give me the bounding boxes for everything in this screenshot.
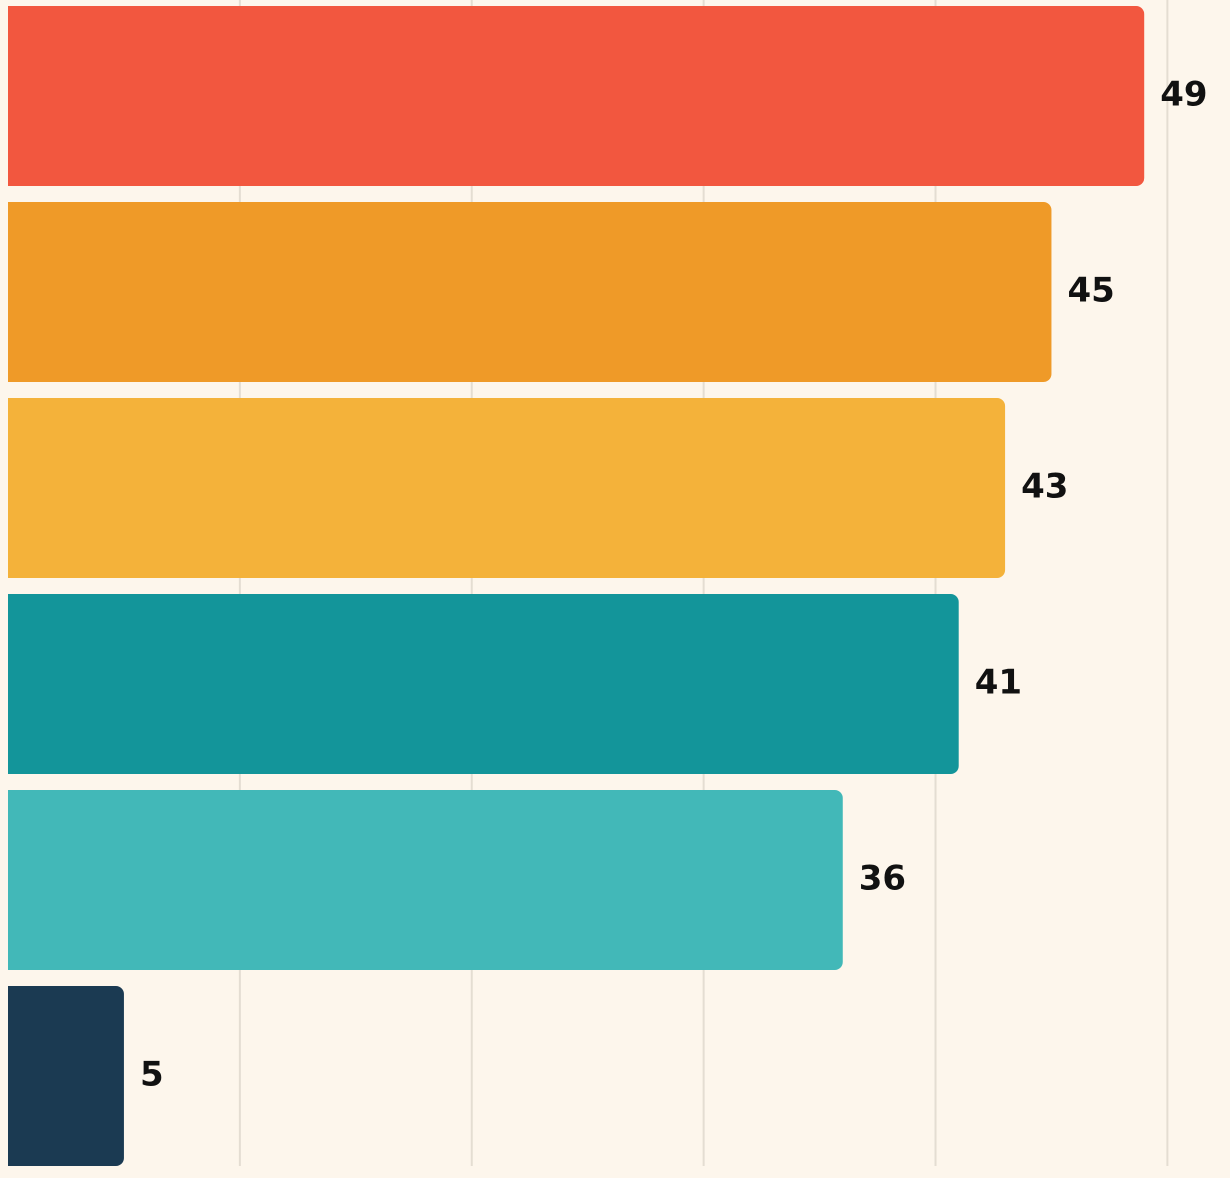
bar — [8, 398, 1006, 578]
value-label: 49 — [1160, 75, 1207, 115]
bar-left-square — [8, 986, 18, 1166]
value-label: 5 — [140, 1055, 164, 1095]
bar-left-square — [8, 398, 18, 578]
value-label: 41 — [975, 663, 1022, 703]
value-label: 36 — [859, 859, 906, 899]
bar-left-square — [8, 790, 18, 970]
value-label: 45 — [1067, 271, 1114, 311]
bar-left-square — [8, 202, 18, 382]
bar — [8, 6, 1145, 186]
bar-left-square — [8, 594, 18, 774]
value-label: 43 — [1021, 467, 1068, 507]
bar-left-square — [8, 6, 18, 186]
bar — [8, 790, 843, 970]
bar — [8, 986, 124, 1166]
bar — [8, 594, 959, 774]
bar — [8, 202, 1052, 382]
